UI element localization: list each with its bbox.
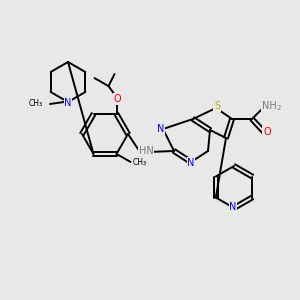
Text: N: N	[64, 98, 72, 108]
Text: N: N	[187, 158, 195, 168]
Text: 2: 2	[277, 105, 281, 111]
Text: NH: NH	[262, 101, 276, 111]
Text: CH₃: CH₃	[133, 158, 147, 167]
Text: HN: HN	[139, 146, 153, 156]
Text: CH₃: CH₃	[29, 100, 43, 109]
Text: N: N	[157, 124, 165, 134]
Text: O: O	[263, 127, 271, 137]
Text: N: N	[229, 202, 237, 212]
Text: S: S	[214, 101, 220, 111]
Text: O: O	[114, 94, 121, 104]
